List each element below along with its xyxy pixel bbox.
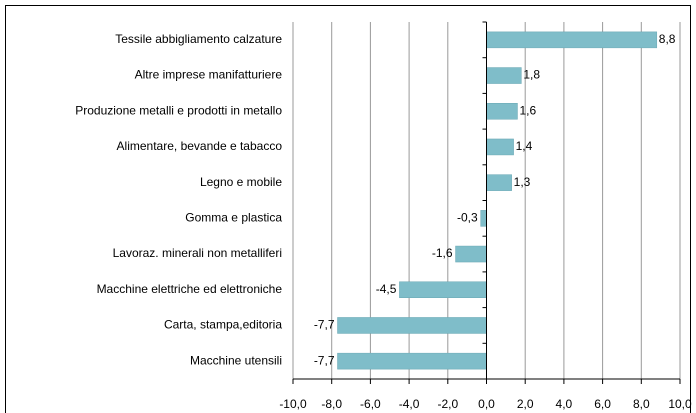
y-tick-label: Macchine elettriche ed elettroniche xyxy=(97,282,283,296)
x-tick-label: -2,0 xyxy=(437,397,458,411)
bar xyxy=(337,352,487,370)
data-label: -7,7 xyxy=(314,318,335,332)
y-tick-label: Tessile abbigliamento calzature xyxy=(115,32,282,46)
bar xyxy=(486,174,512,191)
bar xyxy=(399,281,487,298)
chart-frame xyxy=(5,5,691,413)
bar xyxy=(337,317,487,334)
y-tick-label: Lavoraz. minerali non metalliferi xyxy=(113,246,282,260)
x-tick-label: -10,0 xyxy=(279,397,307,411)
data-label: -7,7 xyxy=(314,353,335,367)
data-label: -1,6 xyxy=(432,246,453,260)
bar xyxy=(486,31,658,49)
data-label: -4,5 xyxy=(376,282,397,296)
x-tick-label: -4,0 xyxy=(399,397,420,411)
x-tick-label: 10,0 xyxy=(668,397,692,411)
data-label: 1,4 xyxy=(516,139,533,153)
y-tick-label: Gomma e plastica xyxy=(185,211,282,225)
x-tick-label: 4,0 xyxy=(556,397,573,411)
x-tick-label: 0,0 xyxy=(478,397,495,411)
data-label: 1,8 xyxy=(523,68,540,82)
x-tick-label: 2,0 xyxy=(517,397,534,411)
bar xyxy=(486,103,518,120)
bar xyxy=(486,138,514,156)
bar xyxy=(455,245,487,263)
y-tick-label: Macchine utensili xyxy=(190,353,282,367)
data-label: 8,8 xyxy=(659,32,676,46)
data-label: -0,3 xyxy=(457,211,478,225)
x-tick-label: -6,0 xyxy=(360,397,381,411)
y-tick-label: Carta, stampa,editoria xyxy=(164,318,282,332)
x-tick-label: 6,0 xyxy=(594,397,611,411)
y-tick-label: Legno e mobile xyxy=(200,175,282,189)
y-tick-label: Alimentare, bevande e tabacco xyxy=(117,139,283,153)
data-label: 1,6 xyxy=(519,103,536,117)
x-tick-label: -8,0 xyxy=(321,397,342,411)
y-tick-label: Produzione metalli e prodotti in metallo xyxy=(75,103,282,117)
data-label: 1,3 xyxy=(514,175,531,189)
bar xyxy=(486,67,522,84)
x-tick-label: 8,0 xyxy=(633,397,650,411)
bar xyxy=(480,210,487,227)
y-tick-label: Altre imprese manifatturiere xyxy=(135,68,283,82)
